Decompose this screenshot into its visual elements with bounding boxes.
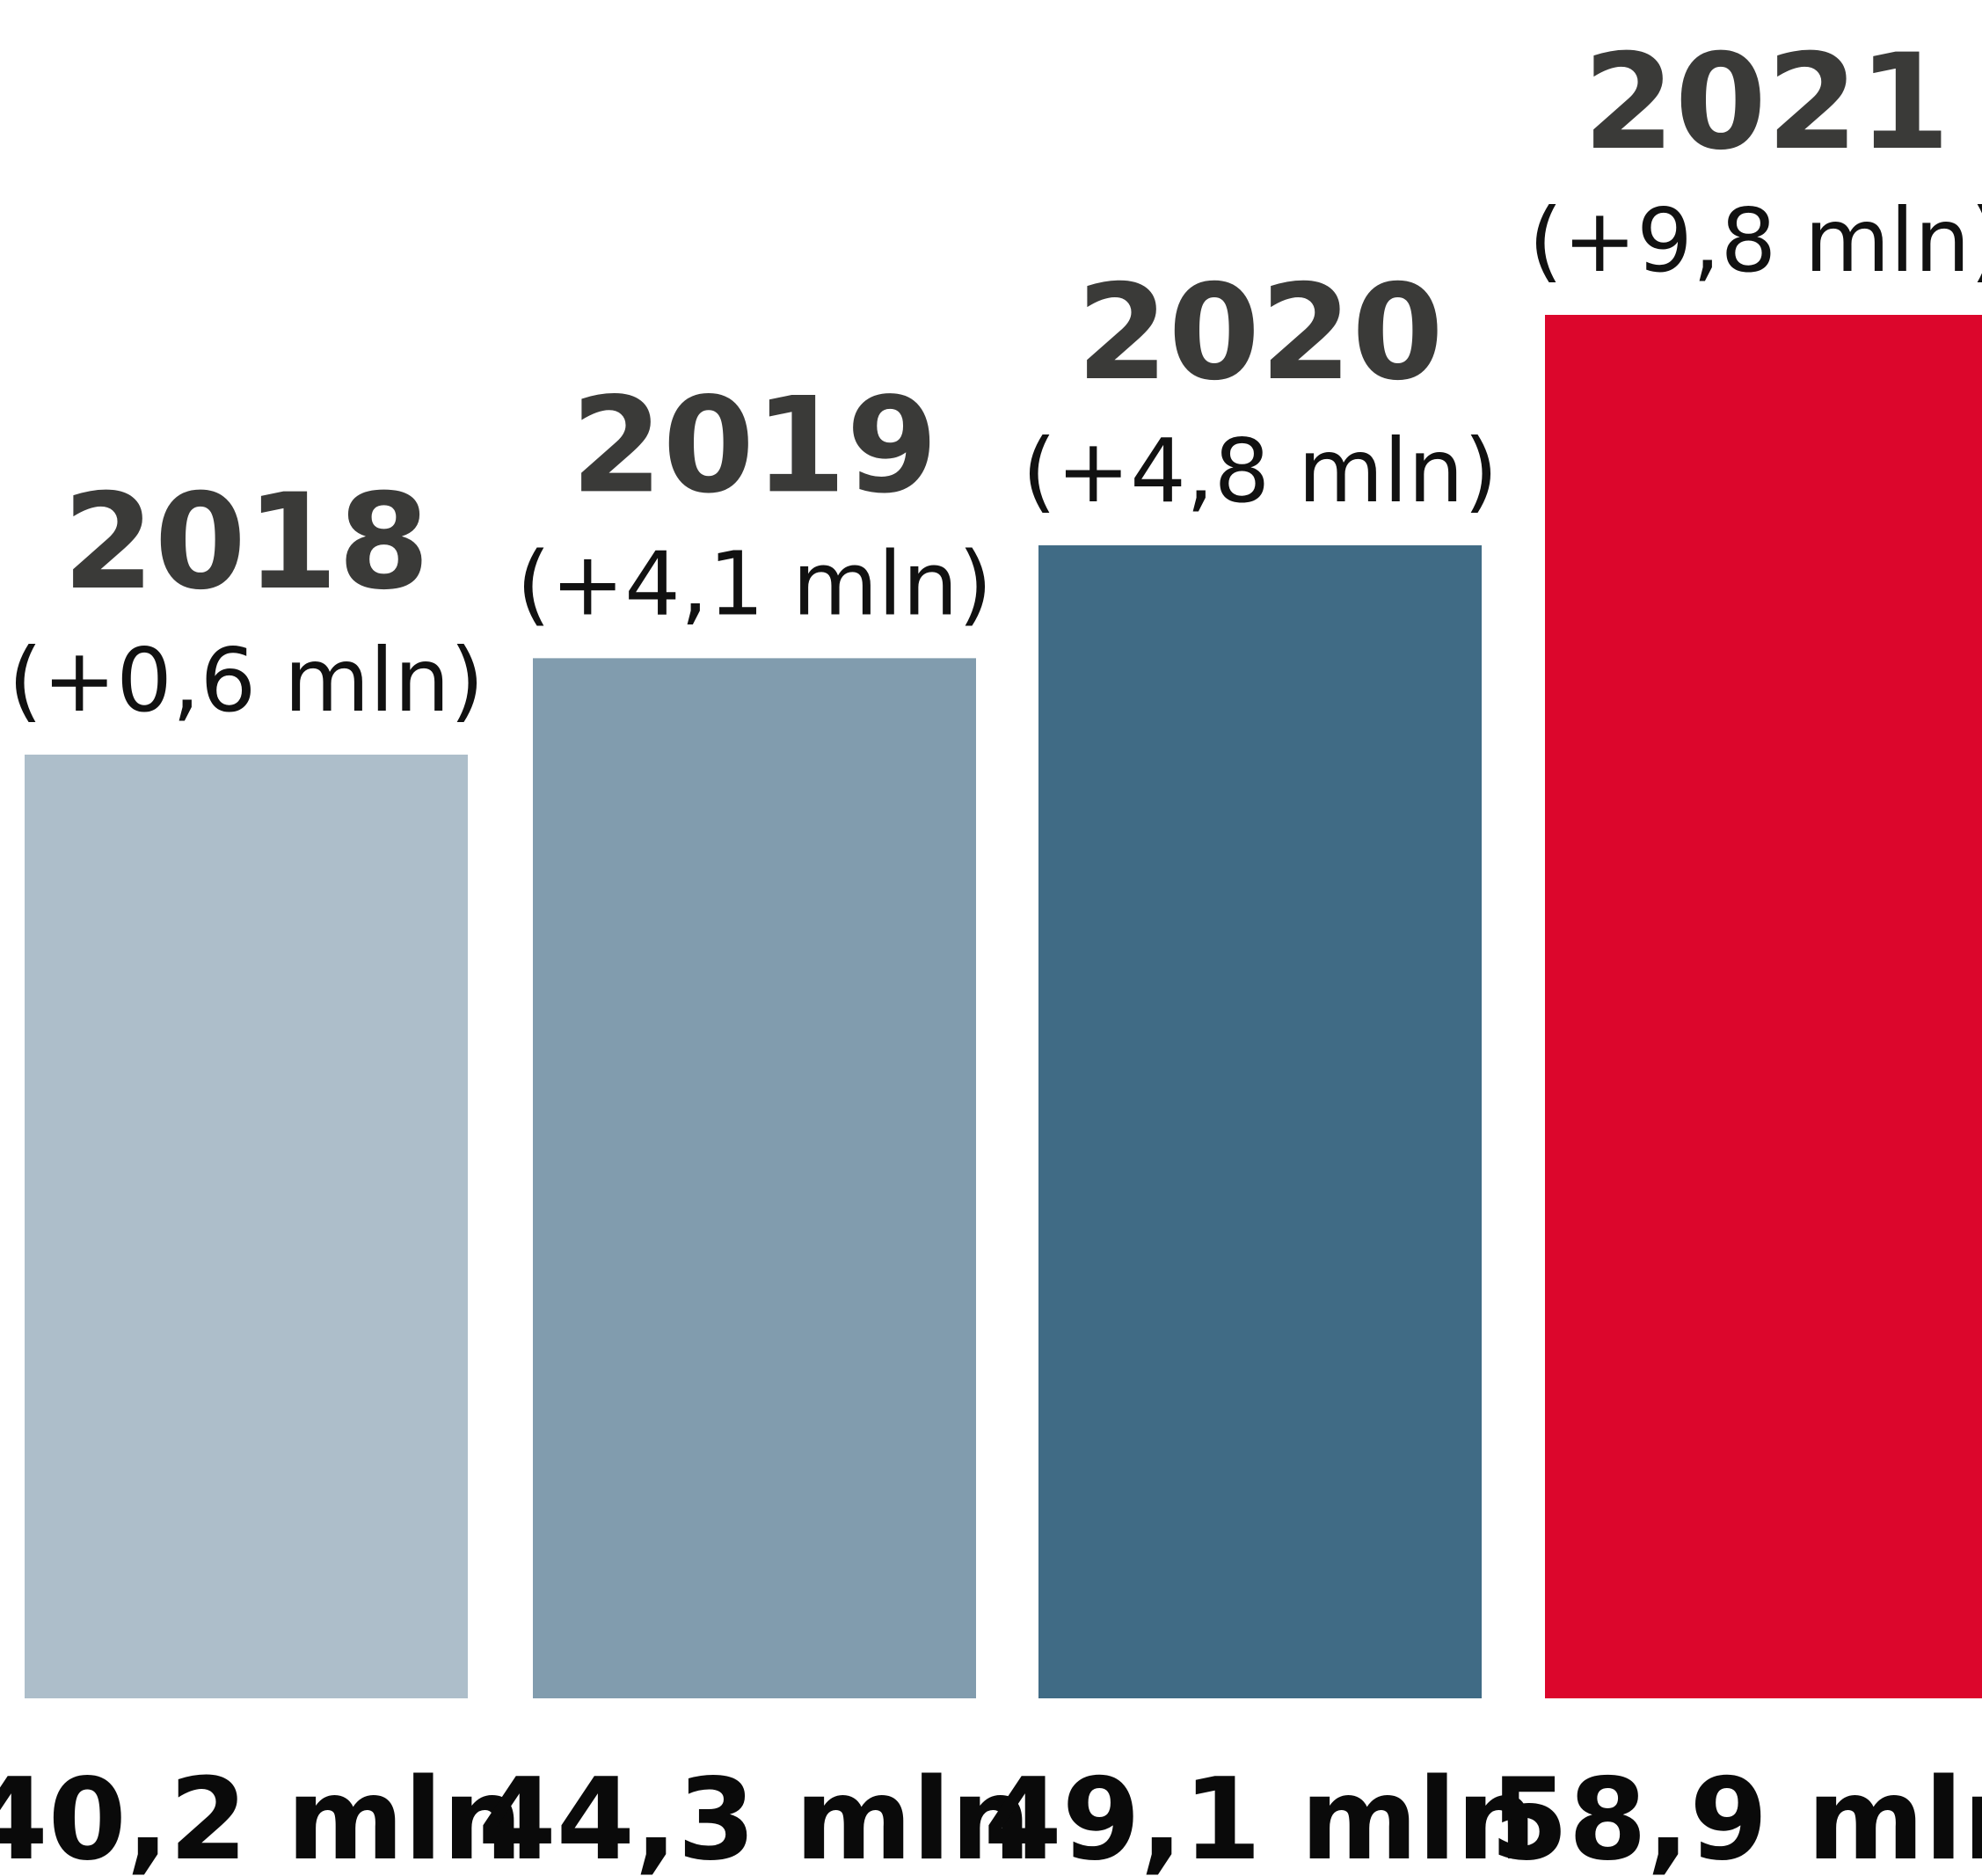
bar-2020: [1038, 545, 1482, 1698]
change-label-2020: (+4,8 mln): [1022, 420, 1497, 522]
value-label-2020: 49,1 mln: [984, 1755, 1537, 1876]
category-label-2018: 2018: [62, 466, 429, 619]
category-label-2020: 2020: [1076, 257, 1443, 410]
change-label-2018: (+0,6 mln): [8, 629, 484, 732]
category-label-2021: 2021: [1583, 26, 1949, 179]
bar-2018: [25, 755, 468, 1698]
bar-2021: [1545, 315, 1982, 1698]
value-label-2018: 40,2 mln: [0, 1755, 522, 1876]
change-label-2019: (+4,1 mln): [516, 532, 992, 635]
bar-2019: [533, 658, 976, 1699]
value-label-2021: 58,9 mln: [1490, 1755, 1982, 1876]
value-label-2019: 44,3 mln: [478, 1755, 1031, 1876]
category-label-2019: 2019: [571, 369, 937, 522]
change-label-2021: (+9,8 mln): [1528, 189, 1982, 292]
